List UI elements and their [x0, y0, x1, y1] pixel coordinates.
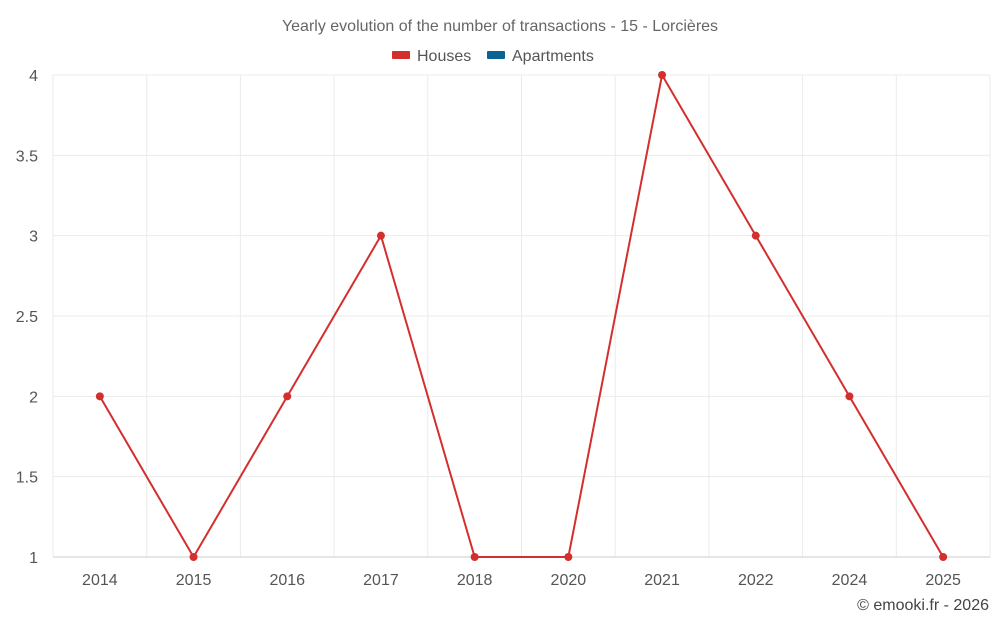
y-tick-label: 2.5 — [16, 309, 38, 326]
y-tick-label: 3.5 — [16, 148, 38, 165]
y-tick-label: 1 — [29, 550, 38, 567]
x-tick-label: 2015 — [176, 572, 212, 589]
legend-item-houses[interactable]: Houses — [392, 48, 471, 65]
x-tick-label: 2017 — [363, 572, 399, 589]
x-tick-label: 2025 — [925, 572, 961, 589]
axes: 1 1.5 2 2.5 3 3.5 4 2014 2015 2016 2017 2018 2020 202… — [16, 68, 990, 589]
x-tick-label: 2014 — [82, 572, 118, 589]
legend-swatch-apartments — [487, 51, 505, 59]
chart-title: Yearly evolution of the number of transa… — [282, 18, 718, 35]
x-tick-label: 2024 — [832, 572, 868, 589]
x-tick-label: 2020 — [551, 572, 587, 589]
y-tick-label: 4 — [29, 68, 38, 85]
data-point-houses-2022[interactable] — [751, 231, 760, 240]
data-point-houses-2017[interactable] — [376, 231, 385, 240]
plot-area — [95, 71, 948, 561]
data-point-houses-2024[interactable] — [845, 392, 854, 401]
x-tick-label: 2016 — [269, 572, 305, 589]
data-point-houses-2018[interactable] — [470, 553, 479, 561]
data-point-houses-2014[interactable] — [95, 392, 104, 401]
y-tick-label: 3 — [29, 229, 38, 246]
x-tick-label: 2021 — [644, 572, 680, 589]
grid — [52, 74, 991, 557]
y-tick-label: 1.5 — [16, 470, 38, 487]
legend-swatch-houses — [392, 51, 410, 59]
y-tick-label: 2 — [29, 389, 38, 406]
data-point-houses-2025[interactable] — [939, 553, 948, 561]
series-line-houses — [98, 74, 945, 558]
legend-label-apartments: Apartments — [512, 48, 594, 65]
x-tick-label: 2018 — [457, 572, 493, 589]
legend: Houses Apartments — [392, 48, 594, 65]
data-point-houses-2015[interactable] — [189, 553, 198, 561]
data-point-houses-2020[interactable] — [564, 553, 573, 561]
data-point-houses-2021[interactable] — [658, 71, 667, 79]
legend-item-apartments[interactable]: Apartments — [487, 48, 594, 65]
legend-label-houses: Houses — [417, 48, 471, 65]
x-tick-label: 2022 — [738, 572, 774, 589]
credit-text: © emooki.fr - 2026 — [857, 597, 989, 614]
data-point-houses-2016[interactable] — [283, 392, 292, 401]
